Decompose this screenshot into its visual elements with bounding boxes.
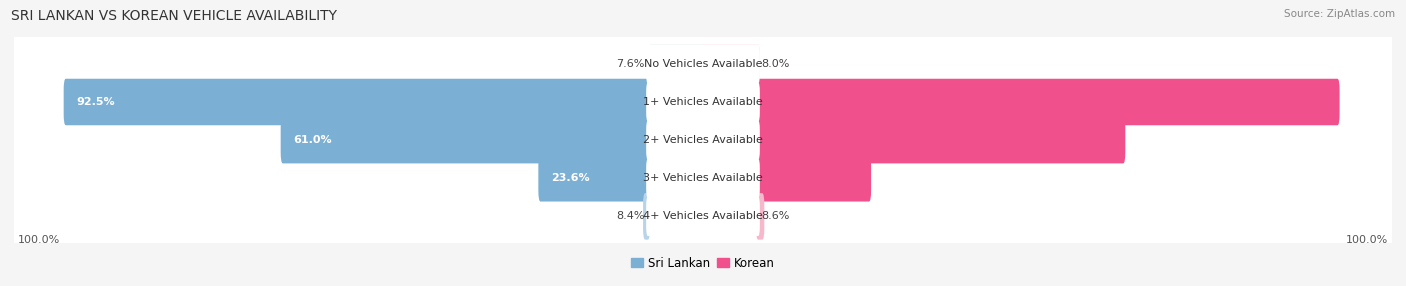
- Text: 24.1%: 24.1%: [872, 173, 910, 183]
- FancyBboxPatch shape: [14, 146, 1392, 210]
- Text: 1+ Vehicles Available: 1+ Vehicles Available: [643, 97, 763, 107]
- FancyBboxPatch shape: [14, 32, 1392, 96]
- FancyBboxPatch shape: [647, 197, 759, 236]
- FancyBboxPatch shape: [756, 155, 872, 202]
- Text: No Vehicles Available: No Vehicles Available: [644, 59, 762, 69]
- FancyBboxPatch shape: [14, 108, 1392, 172]
- FancyBboxPatch shape: [756, 117, 1125, 163]
- FancyBboxPatch shape: [647, 82, 759, 122]
- Text: Source: ZipAtlas.com: Source: ZipAtlas.com: [1284, 9, 1395, 19]
- Text: SRI LANKAN VS KOREAN VEHICLE AVAILABILITY: SRI LANKAN VS KOREAN VEHICLE AVAILABILIT…: [11, 9, 337, 23]
- Text: 8.6%: 8.6%: [762, 211, 790, 221]
- Text: 3+ Vehicles Available: 3+ Vehicles Available: [643, 173, 763, 183]
- FancyBboxPatch shape: [14, 184, 1392, 249]
- FancyBboxPatch shape: [63, 79, 650, 125]
- Text: 100.0%: 100.0%: [1347, 235, 1389, 245]
- Text: 23.6%: 23.6%: [551, 173, 589, 183]
- FancyBboxPatch shape: [756, 193, 765, 240]
- Text: 4+ Vehicles Available: 4+ Vehicles Available: [643, 211, 763, 221]
- FancyBboxPatch shape: [647, 159, 759, 198]
- Text: 92.5%: 92.5%: [76, 97, 115, 107]
- FancyBboxPatch shape: [281, 117, 650, 163]
- Text: 61.0%: 61.0%: [292, 135, 332, 145]
- FancyBboxPatch shape: [647, 44, 759, 84]
- FancyBboxPatch shape: [702, 44, 759, 83]
- Text: 61.0%: 61.0%: [1126, 135, 1164, 145]
- FancyBboxPatch shape: [647, 121, 759, 160]
- Text: 92.1%: 92.1%: [1340, 97, 1379, 107]
- Text: 8.0%: 8.0%: [762, 59, 790, 69]
- FancyBboxPatch shape: [756, 79, 1340, 125]
- Text: 100.0%: 100.0%: [17, 235, 59, 245]
- FancyBboxPatch shape: [538, 155, 650, 202]
- FancyBboxPatch shape: [14, 70, 1392, 134]
- Legend: Sri Lankan, Korean: Sri Lankan, Korean: [627, 252, 779, 274]
- Text: 2+ Vehicles Available: 2+ Vehicles Available: [643, 135, 763, 145]
- FancyBboxPatch shape: [643, 193, 650, 240]
- Text: 8.4%: 8.4%: [616, 211, 644, 221]
- Text: 7.6%: 7.6%: [616, 59, 644, 69]
- FancyBboxPatch shape: [650, 44, 704, 83]
